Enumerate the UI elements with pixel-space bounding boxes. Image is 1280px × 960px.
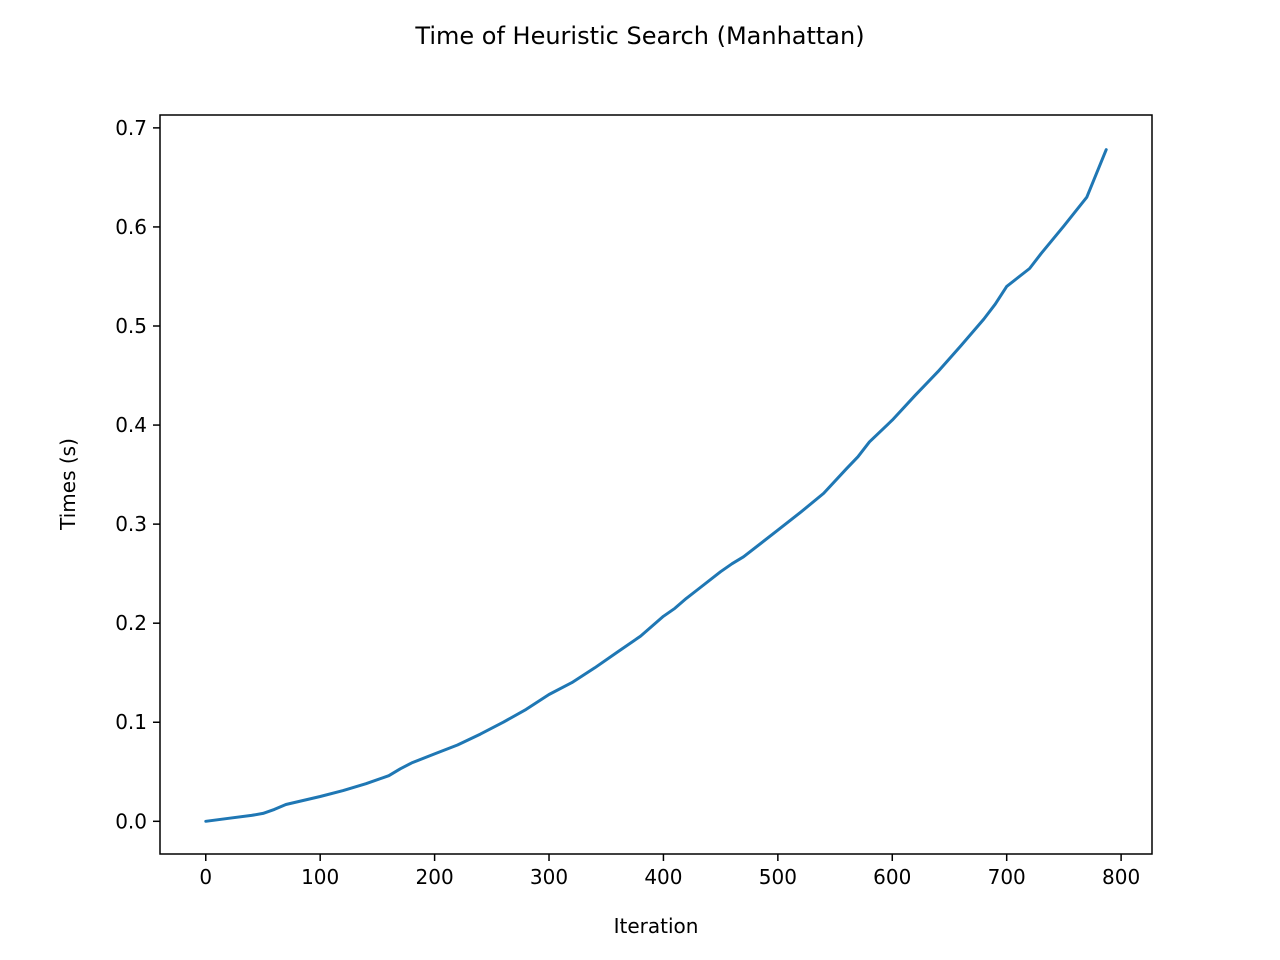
x-tick-label: 700 — [988, 865, 1026, 889]
y-tick-label: 0.3 — [115, 512, 147, 536]
y-tick-label: 0.7 — [115, 116, 147, 140]
x-tick-label: 600 — [873, 865, 911, 889]
x-axis: 0 100 200 300 400 500 600 700 800 — [199, 854, 1140, 889]
y-axis: 0.0 0.1 0.2 0.3 0.4 0.5 0.6 0.7 — [115, 116, 160, 833]
y-tick-label: 0.1 — [115, 710, 147, 734]
series-line — [204, 148, 1108, 823]
plot-frame — [159, 114, 1153, 855]
y-tick-label: 0.4 — [115, 413, 147, 437]
x-tick-label: 0 — [199, 865, 212, 889]
y-tick-label: 0.0 — [115, 809, 147, 833]
chart-title: Time of Heuristic Search (Manhattan) — [414, 22, 864, 50]
y-tick-label: 0.2 — [115, 611, 147, 635]
x-tick-label: 300 — [530, 865, 568, 889]
x-tick-label: 200 — [416, 865, 454, 889]
y-tick-label: 0.6 — [115, 215, 147, 239]
x-tick-label: 400 — [644, 865, 682, 889]
y-tick-label: 0.5 — [115, 314, 147, 338]
x-tick-label: 800 — [1102, 865, 1140, 889]
x-tick-label: 500 — [759, 865, 797, 889]
x-axis-label: Iteration — [614, 914, 699, 938]
y-axis-label: Times (s) — [56, 438, 80, 531]
plot-area — [204, 148, 1108, 823]
x-tick-label: 100 — [301, 865, 339, 889]
